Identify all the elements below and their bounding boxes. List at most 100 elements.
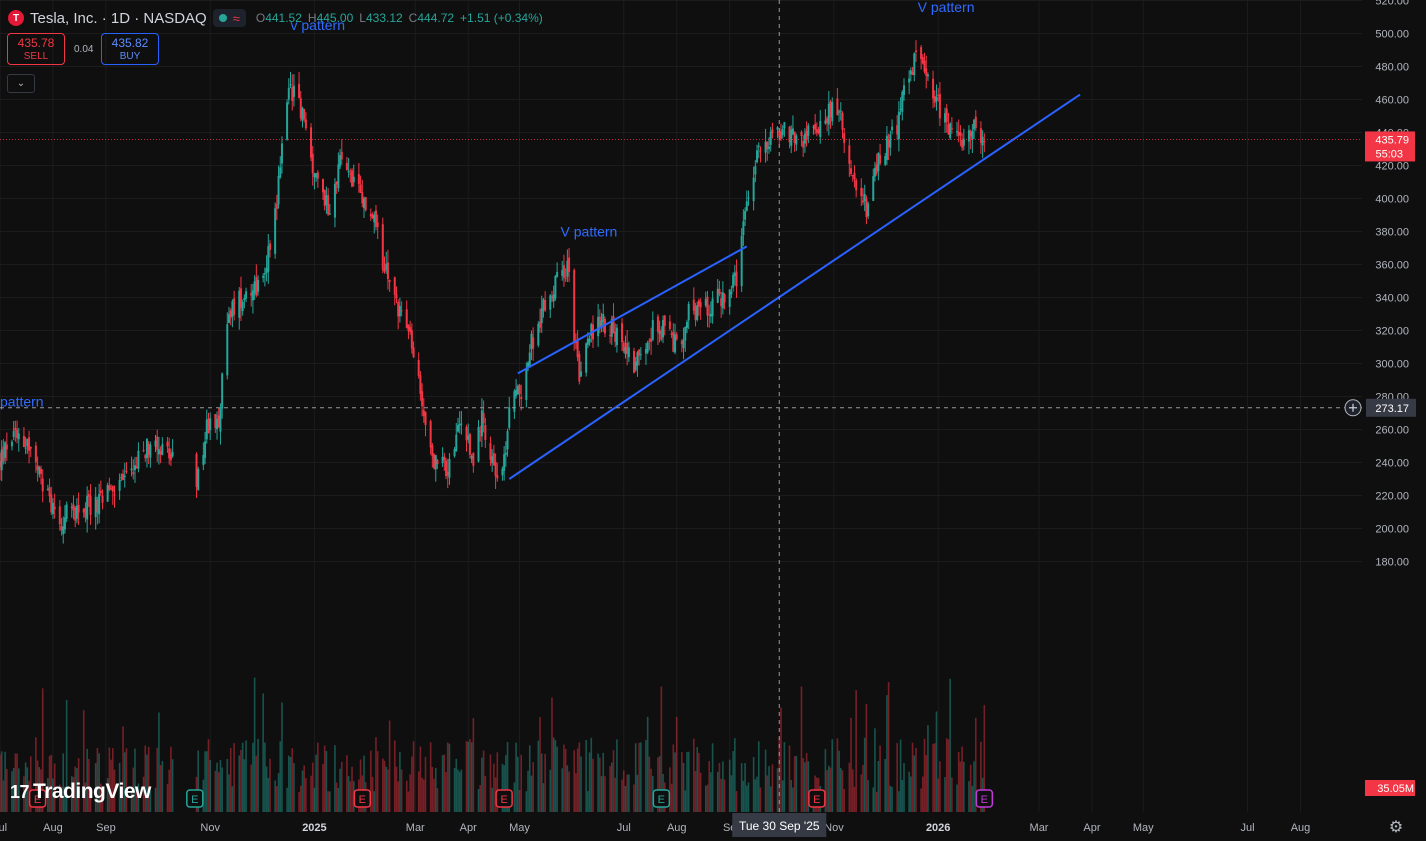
time-tick-label: Sep [96,822,116,834]
candle-body [381,224,384,270]
candle-body [841,112,844,130]
volume-bar [949,678,951,812]
price-tick-label: 480.00 [1375,62,1409,74]
earnings-marker[interactable]: E [186,789,204,808]
sell-button[interactable]: 435.78 SELL [7,33,65,65]
earnings-marker[interactable]: E [808,789,826,808]
volume-bar [551,697,553,812]
volume-bar [197,750,200,812]
candle-body [836,98,839,116]
close-value: 444.72 [417,11,455,25]
candle-body [321,178,324,193]
collapse-toggle-button[interactable]: ⌄ [7,74,35,93]
time-tick-label: Jul [1240,822,1254,834]
volume-bar [399,752,401,812]
volume-bar [875,791,878,812]
candle-body [58,506,61,525]
volume-bar [610,762,613,812]
volume-bar [925,754,928,812]
tradingview-logo[interactable]: 17 TradingView [10,780,151,804]
earnings-marker[interactable]: E [28,789,47,808]
candle-body [865,198,868,218]
symbol-header: T Tesla, Inc. · 1D · NASDAQ ≈ O441.52 H4… [8,8,543,28]
volume-bar [957,751,960,812]
tradingview-mark-icon: 17 [10,781,30,802]
candle-body [658,331,661,334]
candle-body [768,146,771,149]
candle-body [376,222,379,228]
candles [0,40,986,544]
candle-body [776,127,779,130]
volume-bar [299,785,302,812]
earnings-marker[interactable]: E [495,789,513,808]
candle-body [730,291,733,295]
candle-body [238,290,241,318]
candle-body [817,129,820,134]
volume-bar [277,773,280,812]
gear-icon[interactable]: ⚙ [1388,819,1404,836]
symbol-title[interactable]: Tesla, Inc. · 1D · NASDAQ [30,9,207,27]
candle-body [280,143,283,164]
candle-body [340,151,343,160]
earnings-marker-badge [975,789,994,808]
volume-bar [638,742,640,812]
volume-bar [622,770,625,812]
earnings-marker[interactable]: E [975,789,994,808]
volume-bar [205,751,208,812]
volume-bar [59,784,61,812]
volume-bar [513,782,516,812]
candle-body [118,479,121,491]
candle-body [544,300,547,311]
candle-body [718,288,721,295]
volume-bar [633,784,635,812]
candle-body [855,180,858,191]
candle-body [209,418,212,431]
volume-bar [142,776,145,812]
candle-body [467,435,470,440]
volume-bar [945,738,948,812]
volume-bar [696,747,699,812]
volume-bar [241,742,244,812]
candle-body [884,156,887,165]
volume-bar [327,791,329,812]
market-status-pill[interactable]: ≈ [212,9,246,27]
volume-bar [62,753,65,812]
candle-body [489,443,492,460]
volume-bar [122,726,124,812]
candle-body [125,470,128,472]
candle-body [742,221,745,236]
buy-button[interactable]: 435.82 BUY [101,33,159,65]
volume-bar [496,752,499,812]
candle-body [506,431,509,450]
volume-bar [669,767,671,812]
volume-bar [585,740,587,812]
candle-body [957,131,960,136]
high-value: 445.00 [316,11,354,25]
volume-bar [60,786,63,812]
volume-bar [100,783,102,812]
candle-body [682,339,685,349]
candle-body [217,415,220,428]
candle-body [169,453,172,461]
earnings-marker[interactable]: E [353,789,372,808]
volume-bar [448,743,451,812]
candle-body [123,475,126,478]
candle-body [166,441,169,447]
candle-body [896,125,899,135]
candle-body [441,456,444,464]
candle-body [241,302,244,312]
volume-bar [458,771,461,812]
volume-bar [776,768,779,812]
volume-bar [250,764,253,812]
candle-body [516,386,519,395]
candle-body [60,525,63,531]
earnings-marker[interactable]: E [652,789,671,808]
candle-body [361,192,364,204]
volume-bar [828,765,830,812]
candle-body [720,298,723,307]
volume-bar [575,773,577,812]
plus-circle-icon[interactable] [1344,399,1362,417]
candle-body [301,108,304,121]
volume-bar [221,767,223,812]
